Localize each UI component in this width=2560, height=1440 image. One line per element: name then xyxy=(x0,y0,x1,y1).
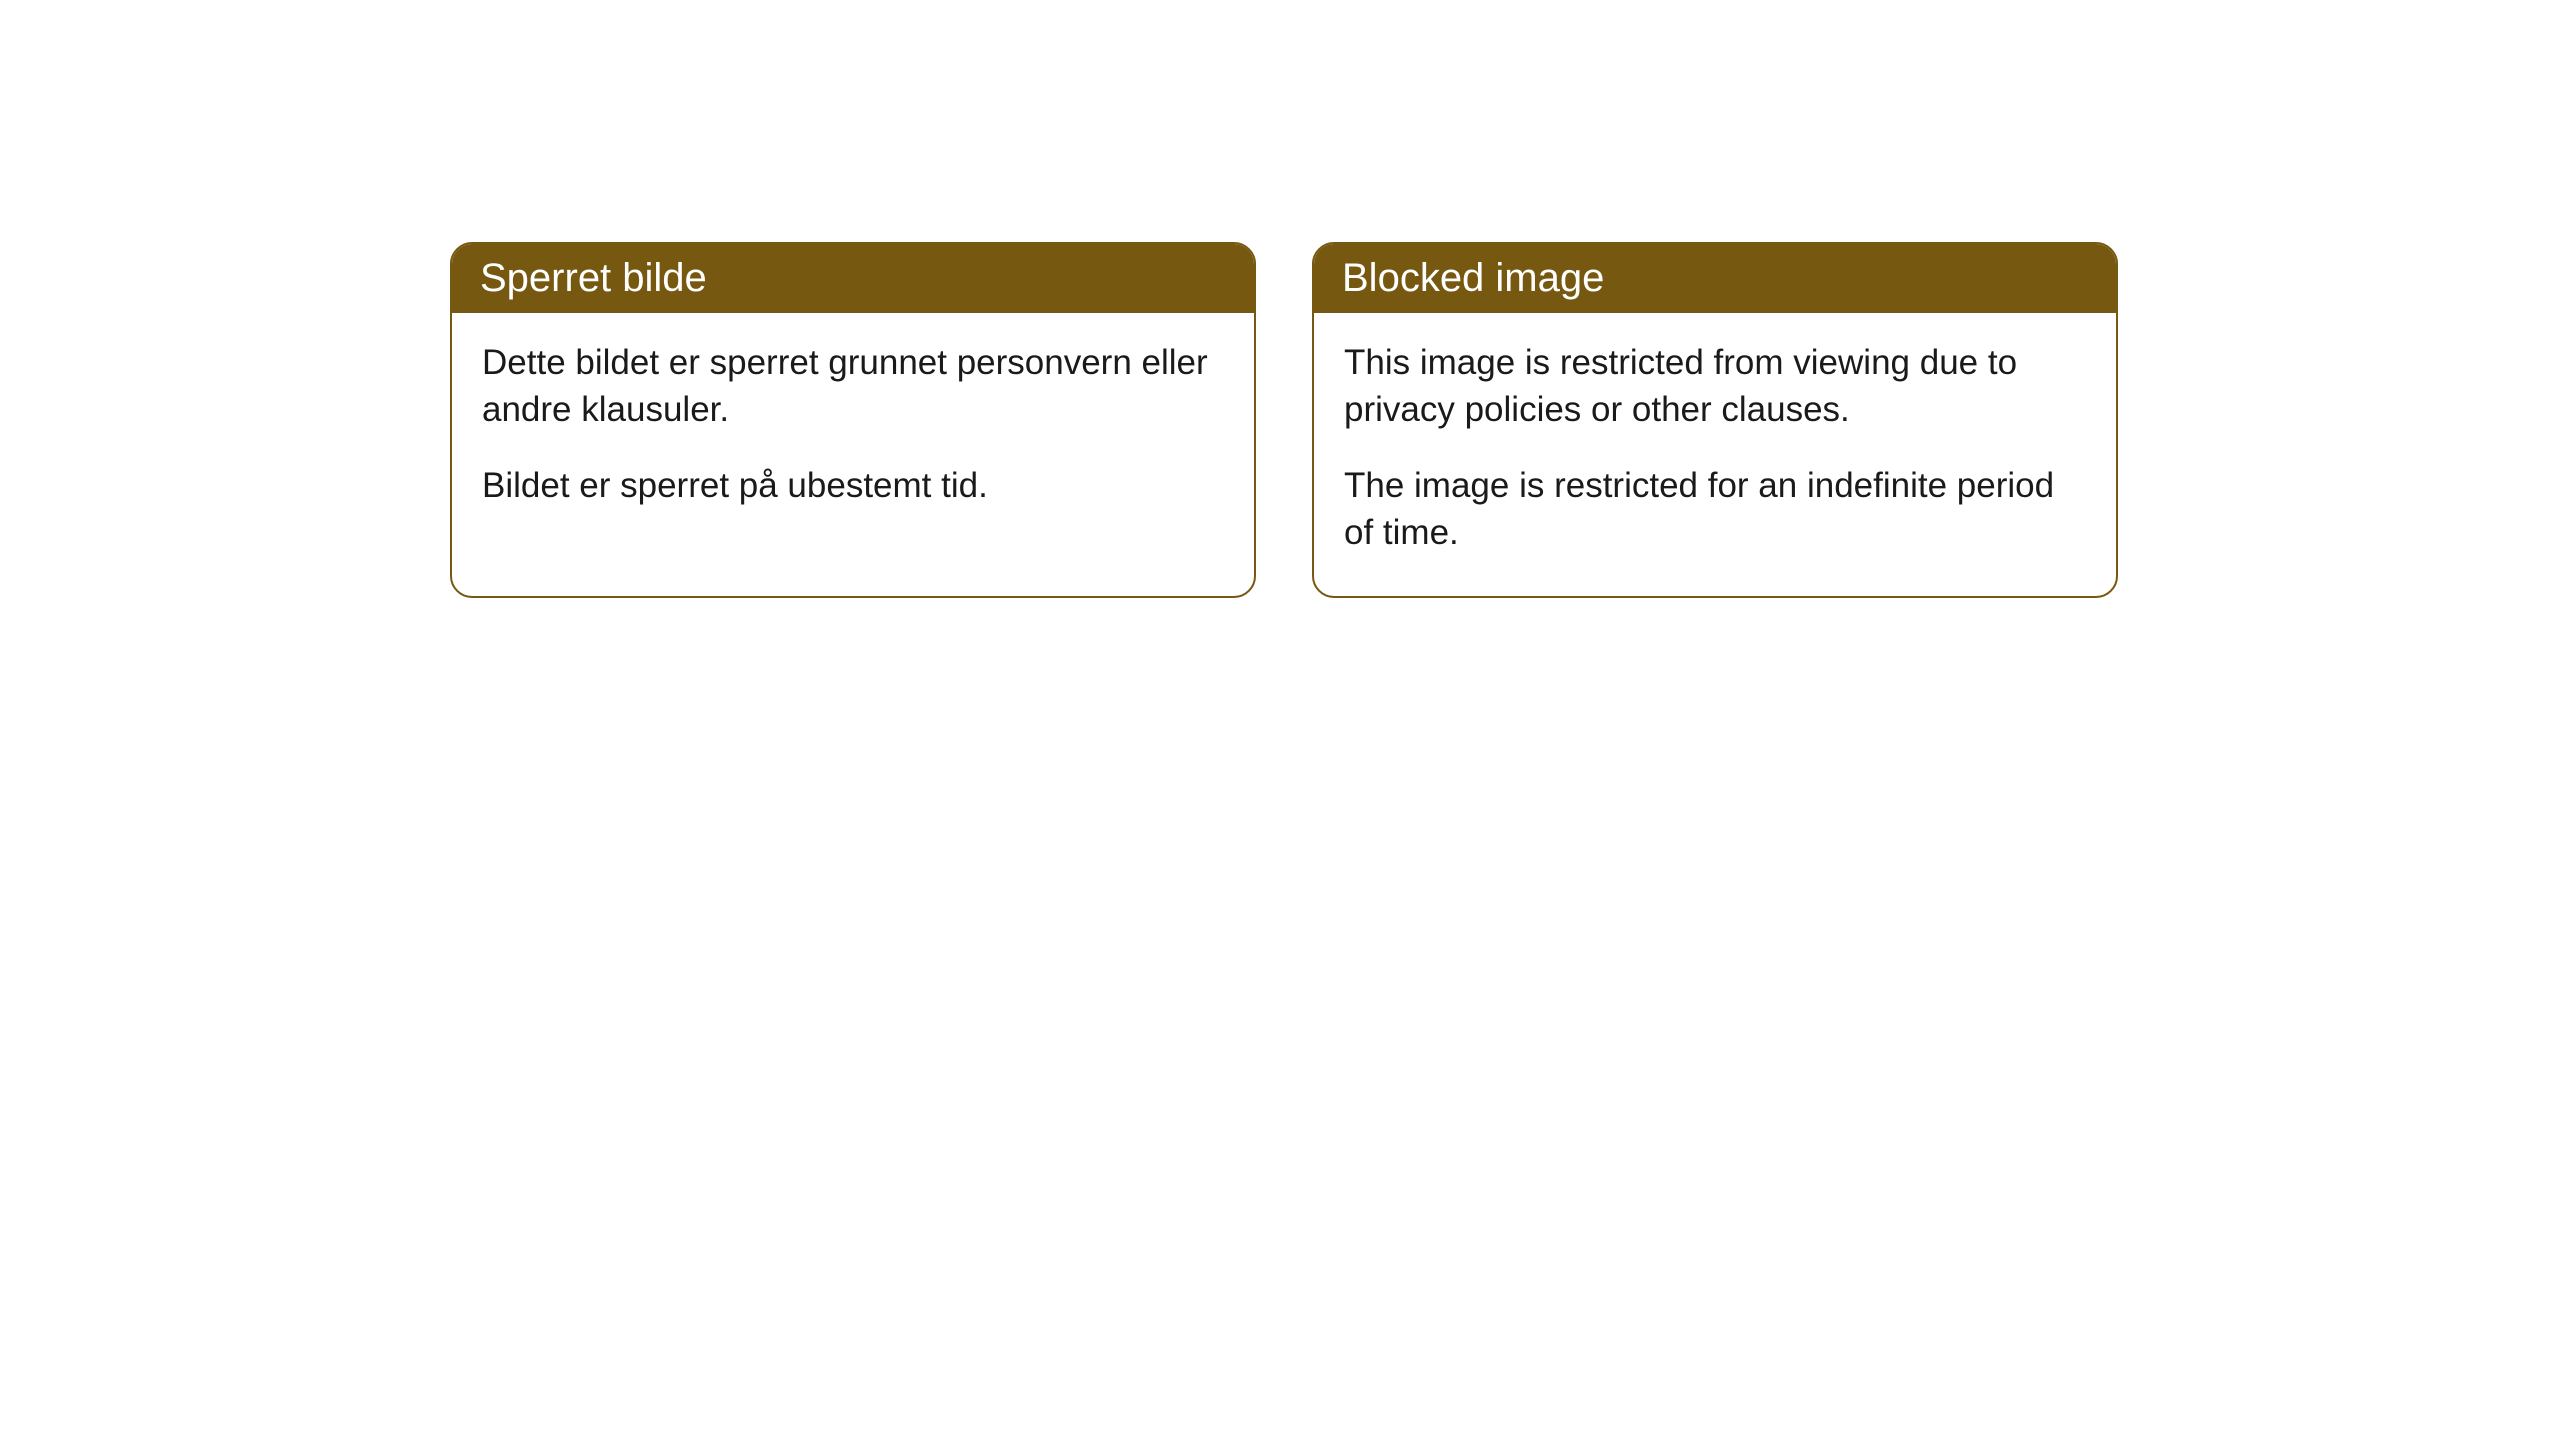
blocked-image-card-norwegian: Sperret bilde Dette bildet er sperret gr… xyxy=(450,242,1256,598)
card-paragraph: Dette bildet er sperret grunnet personve… xyxy=(482,339,1224,434)
card-body: This image is restricted from viewing du… xyxy=(1314,313,2116,596)
card-body: Dette bildet er sperret grunnet personve… xyxy=(452,313,1254,549)
card-paragraph: This image is restricted from viewing du… xyxy=(1344,339,2086,434)
card-header: Sperret bilde xyxy=(452,244,1254,313)
cards-container: Sperret bilde Dette bildet er sperret gr… xyxy=(450,242,2560,598)
card-title: Sperret bilde xyxy=(480,256,707,300)
card-header: Blocked image xyxy=(1314,244,2116,313)
card-title: Blocked image xyxy=(1342,256,1604,300)
blocked-image-card-english: Blocked image This image is restricted f… xyxy=(1312,242,2118,598)
card-paragraph: Bildet er sperret på ubestemt tid. xyxy=(482,462,1224,509)
card-paragraph: The image is restricted for an indefinit… xyxy=(1344,462,2086,557)
